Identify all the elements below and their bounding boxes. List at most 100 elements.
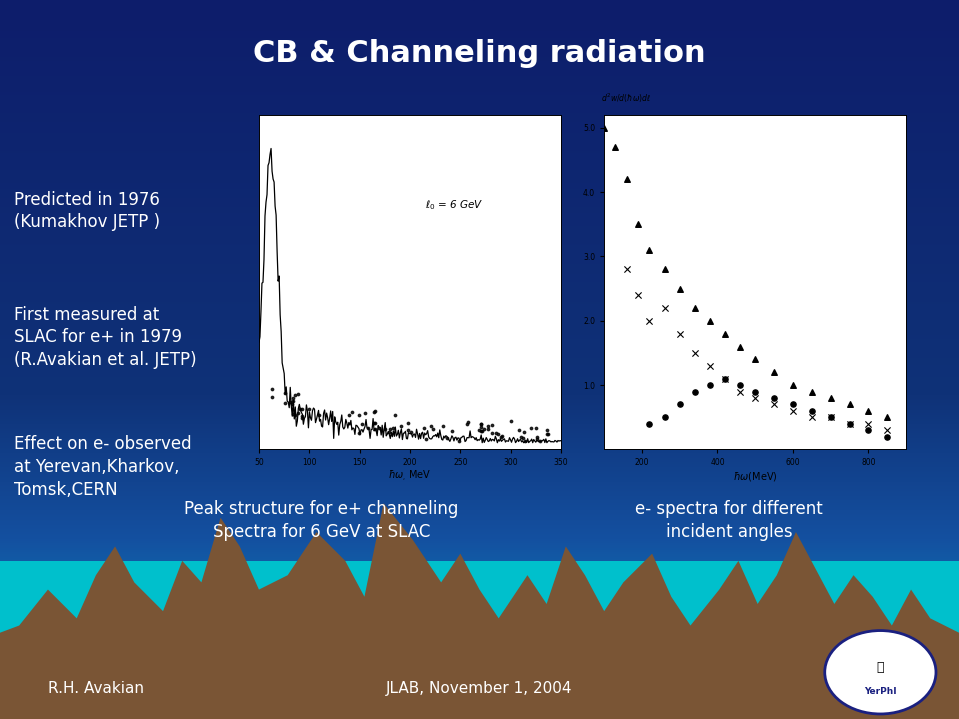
Point xyxy=(426,423,441,435)
Point xyxy=(444,425,459,436)
Point xyxy=(451,435,466,446)
Point xyxy=(524,423,539,434)
Point xyxy=(748,386,763,398)
Point xyxy=(294,411,310,422)
Point xyxy=(340,409,356,421)
Text: JLAB, November 1, 2004: JLAB, November 1, 2004 xyxy=(386,681,573,696)
Point xyxy=(285,393,300,404)
Point xyxy=(748,392,763,403)
Point xyxy=(539,425,554,436)
Point xyxy=(292,403,308,415)
Point xyxy=(630,219,645,230)
Point xyxy=(460,416,476,428)
Point xyxy=(265,383,280,395)
Point xyxy=(367,423,383,434)
Point xyxy=(472,423,487,435)
Point xyxy=(484,419,500,431)
Point xyxy=(805,386,820,398)
Point xyxy=(642,315,657,326)
Point xyxy=(344,406,360,418)
Bar xyxy=(0,561,959,719)
Point xyxy=(287,410,302,421)
Point xyxy=(672,398,688,410)
Point xyxy=(423,420,438,431)
Point xyxy=(503,415,519,426)
Point xyxy=(371,422,386,434)
Point xyxy=(657,264,672,275)
Polygon shape xyxy=(0,503,959,719)
Point xyxy=(541,428,556,439)
Point xyxy=(476,423,491,435)
Point xyxy=(358,407,373,418)
Point xyxy=(282,396,297,408)
Point xyxy=(277,388,292,399)
Point xyxy=(404,426,419,438)
Point xyxy=(265,391,280,403)
Point xyxy=(383,423,398,435)
Point xyxy=(687,302,702,313)
Point xyxy=(528,423,544,434)
Point xyxy=(766,392,782,403)
Point xyxy=(367,405,383,416)
Point xyxy=(879,424,895,436)
Point xyxy=(861,418,877,429)
Point xyxy=(354,418,369,429)
Point xyxy=(473,421,488,433)
Point xyxy=(596,122,612,134)
Point xyxy=(378,423,393,434)
Point xyxy=(657,411,672,423)
Point xyxy=(540,428,555,439)
Text: $\ell_0$ = 6 GeV: $\ell_0$ = 6 GeV xyxy=(425,198,483,212)
Text: CB & Channeling radiation: CB & Channeling radiation xyxy=(253,40,706,68)
Text: $\hbar\omega$(MeV): $\hbar\omega$(MeV) xyxy=(733,470,778,483)
Text: ⛪: ⛪ xyxy=(877,661,884,674)
Point xyxy=(785,398,801,410)
Point xyxy=(351,409,366,421)
Point xyxy=(416,422,432,434)
Point xyxy=(490,429,505,440)
Point xyxy=(302,403,317,415)
Point xyxy=(733,341,748,352)
Point xyxy=(517,436,532,447)
Point xyxy=(400,417,415,429)
Point xyxy=(474,418,489,430)
Point xyxy=(823,392,838,403)
Point xyxy=(480,423,496,435)
Point xyxy=(672,283,688,294)
Point xyxy=(277,397,292,408)
Point xyxy=(630,289,645,301)
Point xyxy=(748,354,763,365)
Point xyxy=(702,360,717,372)
Point xyxy=(459,418,475,429)
Point xyxy=(473,425,488,436)
Point xyxy=(687,386,702,398)
Point xyxy=(785,405,801,416)
Text: YerPhI: YerPhI xyxy=(864,687,897,696)
Point xyxy=(620,264,635,275)
Point xyxy=(702,315,717,326)
Point xyxy=(367,418,383,429)
Text: Peak structure for e+ channeling
Spectra for 6 GeV at SLAC: Peak structure for e+ channeling Spectra… xyxy=(184,500,458,541)
Point xyxy=(702,380,717,391)
Text: R.H. Avakian: R.H. Avakian xyxy=(48,681,144,696)
Point xyxy=(785,380,801,391)
Point xyxy=(733,380,748,391)
Point xyxy=(511,424,526,436)
Point xyxy=(312,409,327,421)
Point xyxy=(642,244,657,256)
Point xyxy=(285,408,300,420)
Point xyxy=(365,406,381,418)
Point xyxy=(717,373,733,385)
Point xyxy=(620,173,635,185)
Point xyxy=(474,418,489,430)
Point xyxy=(386,422,401,434)
Point xyxy=(766,367,782,378)
Point xyxy=(733,386,748,398)
Point xyxy=(480,421,496,432)
Point xyxy=(284,398,299,410)
Point xyxy=(642,418,657,429)
Point xyxy=(419,433,434,444)
Point xyxy=(474,425,489,436)
Text: $d^2w/d(\hbar\omega)d\ell$: $d^2w/d(\hbar\omega)d\ell$ xyxy=(601,91,651,105)
Point xyxy=(823,411,838,423)
